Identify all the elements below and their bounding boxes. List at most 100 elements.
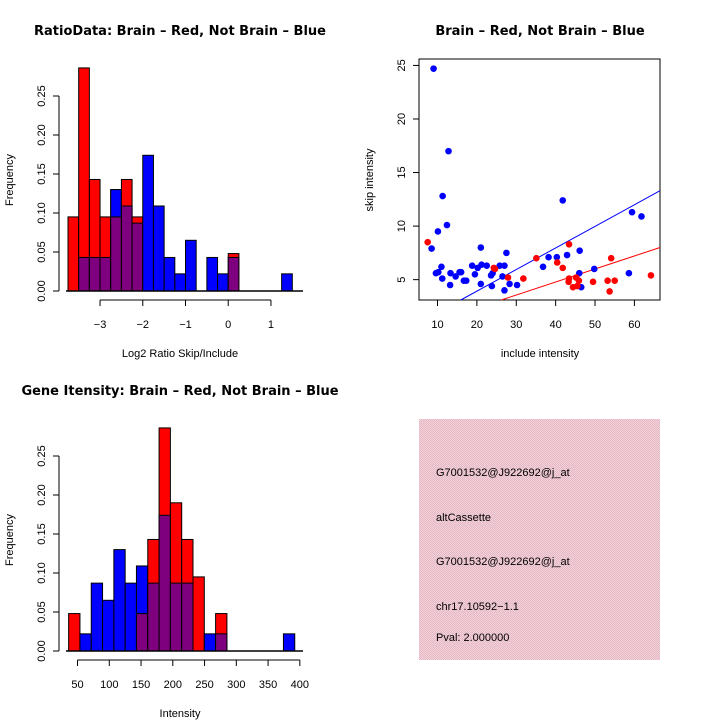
bar-brain — [192, 576, 205, 652]
info-panel-background — [419, 419, 660, 660]
info-event-type: altCassette — [436, 512, 491, 524]
y-tick-label: 0.00 — [36, 640, 48, 661]
bar-overlap — [88, 256, 101, 292]
point-not-brain — [501, 262, 508, 270]
y-tick-label: 0.20 — [36, 484, 48, 505]
ratio-histogram-panel: RatioData: Brain – Red, Not Brain – Blue… — [4, 24, 326, 360]
x-tick-label: 300 — [227, 679, 245, 691]
x-tick-label: 150 — [132, 679, 150, 691]
scatter-plot-box — [418, 58, 661, 301]
point-not-brain — [483, 262, 491, 270]
ratio-histogram-ylabel: Frequency — [4, 154, 16, 206]
point-not-brain — [434, 268, 442, 276]
not-brain-fit-line — [460, 190, 661, 301]
x-tick-label: 10 — [431, 319, 443, 331]
y-tick-label: 10 — [396, 220, 408, 232]
scatter-title: Brain – Red, Not Brain – Blue — [435, 24, 644, 39]
point-not-brain — [446, 281, 454, 289]
point-not-brain — [471, 270, 479, 278]
y-tick-label: 0.25 — [36, 85, 48, 106]
point-brain — [604, 277, 611, 285]
ratio-histogram-xlabel: Log2 Ratio Skip/Include — [122, 348, 238, 360]
x-tick-label: 60 — [628, 319, 640, 331]
point-brain — [607, 254, 615, 262]
ratio-histogram-bars — [67, 67, 293, 292]
gene-intensity-axes: 0.00 0.05 0.10 0.15 0.20 0.25 50 100 150 200 250 30… — [36, 445, 309, 691]
scatter-ylabel: skip intensity — [364, 148, 376, 211]
point-not-brain — [457, 268, 465, 276]
point-not-brain — [590, 265, 598, 273]
point-not-brain — [499, 273, 506, 280]
point-not-brain — [553, 253, 561, 261]
gene-intensity-xlabel: Intensity — [160, 708, 201, 720]
info-probe-id-2: G7001532@J922692@j_at — [436, 556, 570, 568]
point-brain — [575, 277, 583, 285]
x-tick-label: 400 — [291, 679, 309, 691]
bar-brain — [67, 216, 80, 292]
bar-brain — [68, 613, 81, 652]
y-tick-label: 0.05 — [36, 601, 48, 622]
gene-intensity-bars — [68, 427, 296, 652]
point-brain — [611, 277, 619, 285]
gene-intensity-ylabel: Frequency — [4, 514, 16, 566]
point-not-brain — [477, 244, 485, 251]
bar-not-brain — [281, 273, 293, 292]
x-tick-label: 50 — [71, 679, 83, 691]
point-not-brain — [628, 208, 636, 216]
point-not-brain — [477, 280, 485, 288]
point-not-brain — [438, 263, 445, 271]
y-tick-label: 15 — [396, 166, 408, 178]
y-tick-label: 0.00 — [36, 280, 48, 301]
point-not-brain — [452, 273, 459, 280]
bar-overlap — [227, 256, 240, 292]
info-pval: Pval: 2.000000 — [436, 632, 509, 644]
bar-overlap — [169, 582, 183, 652]
y-tick-label: 0.10 — [36, 562, 48, 583]
point-brain — [565, 278, 572, 286]
bar-not-brain — [113, 549, 126, 652]
bar-overlap — [158, 514, 171, 652]
x-tick-label: 20 — [471, 319, 483, 331]
y-tick-label: 0.20 — [36, 124, 48, 145]
point-not-brain — [638, 213, 645, 220]
x-tick-label: −1 — [179, 319, 192, 331]
point-brain — [520, 275, 527, 282]
point-not-brain — [447, 269, 454, 277]
y-tick-label: 0.15 — [36, 523, 48, 544]
bar-not-brain — [217, 273, 229, 292]
point-not-brain — [501, 287, 508, 294]
bar-not-brain — [282, 633, 296, 652]
point-brain — [565, 241, 573, 248]
point-not-brain — [430, 65, 437, 72]
x-tick-label: 40 — [550, 319, 562, 331]
y-tick-label: 0.10 — [36, 202, 48, 223]
bar-not-brain — [203, 633, 217, 652]
point-brain — [424, 238, 431, 246]
point-brain — [606, 288, 613, 295]
bar-not-brain — [174, 273, 186, 292]
point-not-brain — [625, 269, 633, 277]
y-tick-label: 5 — [396, 277, 408, 283]
x-tick-label: 0 — [225, 319, 231, 331]
bar-overlap — [181, 582, 194, 652]
x-tick-label: 50 — [589, 319, 601, 331]
y-tick-label: 0.15 — [36, 163, 48, 184]
y-tick-label: 25 — [396, 59, 408, 71]
bar-not-brain — [102, 599, 115, 652]
bar-overlap — [99, 256, 112, 292]
point-not-brain — [438, 275, 446, 282]
point-not-brain — [428, 245, 435, 252]
bar-not-brain — [90, 582, 104, 652]
y-tick-label: 0.25 — [36, 445, 48, 466]
point-not-brain — [506, 280, 513, 288]
x-tick-label: 200 — [164, 679, 182, 691]
point-not-brain — [496, 262, 504, 270]
point-not-brain — [445, 147, 452, 155]
point-not-brain — [513, 281, 521, 289]
info-panel: G7001532@J922692@j_at altCassette G70015… — [419, 419, 660, 660]
bar-not-brain — [185, 239, 197, 292]
point-not-brain — [563, 251, 571, 259]
scatter-axes: 10 20 30 40 50 60 5 10 15 20 25 — [396, 59, 641, 331]
point-not-brain — [488, 282, 496, 290]
